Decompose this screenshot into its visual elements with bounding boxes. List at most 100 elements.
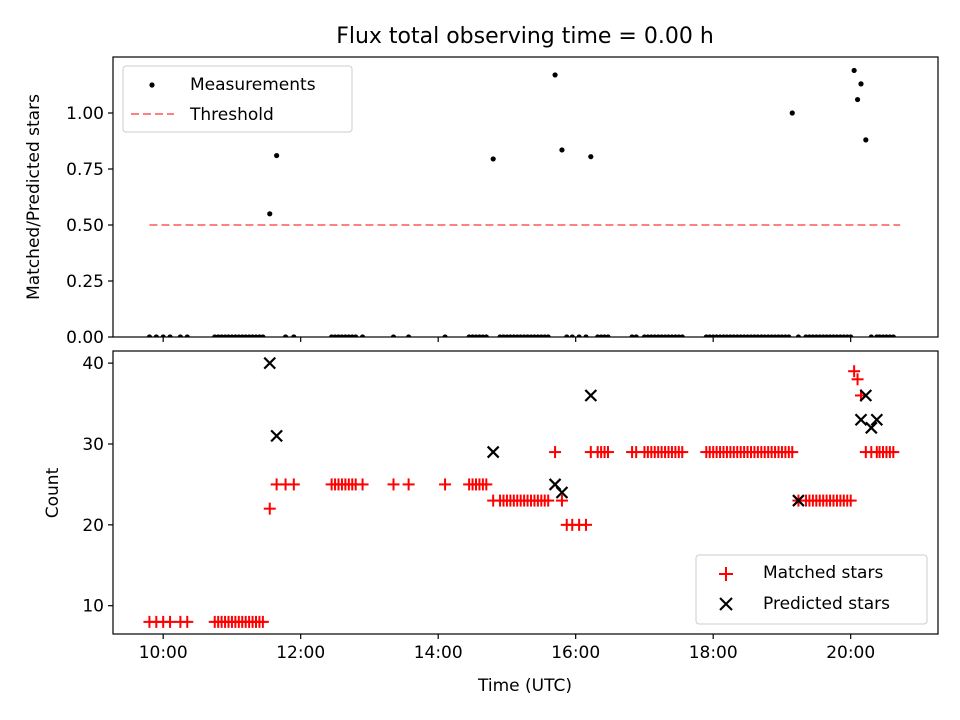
predicted-stars-layer	[263, 356, 884, 507]
bottom-legend-box	[695, 554, 928, 625]
bottom-y-axis-label: Count	[43, 467, 63, 518]
measurement-point	[851, 67, 857, 74]
top-y-tick-label: 0.25	[66, 272, 104, 292]
x-tick-label: 20:00	[826, 643, 875, 663]
legend-threshold-label: Threshold	[189, 105, 274, 125]
measurement-point	[583, 334, 589, 337]
bottom-y-tick-label: 10	[82, 597, 104, 617]
measurement-point	[282, 334, 289, 337]
measurement-point	[789, 110, 795, 116]
top-y-tick-label: 0.75	[66, 160, 104, 180]
measurement-point	[545, 334, 551, 337]
measurement-point	[854, 96, 861, 103]
matched-star-point	[851, 373, 864, 386]
legend-matched-marker	[719, 567, 733, 581]
measurement-points-layer	[146, 67, 896, 337]
matched-star-point	[439, 478, 452, 491]
legend-predicted-marker	[719, 597, 733, 611]
x-tick-label: 10:00	[139, 643, 188, 663]
bottom-x-ticks: 10:00 12:00 14:00 16:00 18:00 20:00	[139, 634, 875, 663]
measurement-point	[274, 152, 280, 159]
matched-star-point	[164, 615, 177, 628]
measurement-point	[633, 334, 639, 337]
predicted-star-point	[263, 356, 277, 370]
bottom-axes-frame	[112, 350, 939, 635]
measurement-point	[177, 334, 183, 337]
top-axes-frame	[112, 56, 939, 338]
predicted-star-point	[792, 494, 805, 507]
matched-star-point	[786, 446, 799, 459]
top-legend: Measurements Threshold	[122, 65, 353, 133]
x-tick-label: 18:00	[689, 643, 738, 663]
bottom-y-tick-label: 30	[82, 435, 104, 455]
top-y-ticks: 0.00 0.25 0.50 0.75 1.00	[66, 104, 113, 348]
measurement-point	[679, 334, 685, 337]
matched-star-point	[287, 478, 300, 491]
measurement-point	[260, 334, 266, 337]
measurement-point	[848, 334, 854, 337]
matched-star-point	[480, 478, 493, 491]
legend-measurements-label: Measurements	[190, 75, 316, 95]
predicted-star-point	[870, 413, 884, 427]
measurement-point	[406, 334, 412, 337]
measurement-point	[291, 334, 297, 337]
measurement-point	[890, 334, 896, 337]
predicted-star-point	[854, 413, 868, 427]
matched-star-point	[549, 446, 562, 459]
measurement-point	[786, 334, 792, 337]
measurement-point	[868, 334, 874, 337]
bottom-y-tick-label: 20	[82, 516, 104, 536]
measurement-point	[490, 156, 496, 162]
measurement-point	[359, 334, 366, 337]
x-tick-label: 16:00	[551, 643, 600, 663]
measurement-point	[184, 334, 190, 337]
measurement-point	[167, 334, 173, 337]
measurement-point	[160, 334, 166, 337]
measurement-point	[576, 334, 582, 337]
measurement-point	[863, 137, 869, 143]
matched-star-point	[555, 494, 568, 507]
matched-star-point	[356, 478, 369, 491]
matched-star-point	[256, 615, 269, 628]
measurement-point	[483, 334, 489, 337]
legend-matched-label: Matched stars	[763, 563, 883, 583]
measurement-point	[552, 72, 558, 78]
legend-predicted-label: Predicted stars	[763, 594, 890, 614]
top-panel: 0.00 0.25 0.50 0.75 1.00 Matched/Predicted s…	[24, 56, 939, 348]
measurement-point	[629, 334, 635, 337]
measurement-point	[588, 154, 594, 160]
measurement-point	[569, 334, 575, 337]
chart-title: Flux total observing time = 0.00 h	[336, 24, 714, 49]
x-tick-label: 12:00	[276, 643, 325, 663]
measurement-point	[146, 334, 153, 337]
matched-star-point	[387, 478, 400, 491]
top-y-tick-label: 0.00	[66, 328, 104, 348]
measurement-point	[153, 334, 159, 337]
top-x-ticks	[162, 337, 852, 342]
bottom-y-tick-label: 40	[82, 354, 104, 374]
predicted-star-point	[486, 445, 500, 459]
measurement-point	[267, 211, 273, 217]
x-tick-label: 14:00	[414, 643, 463, 663]
measurement-point	[605, 334, 611, 337]
matched-star-point	[542, 494, 555, 507]
top-legend-box	[122, 65, 353, 133]
predicted-star-point	[865, 421, 878, 435]
measurement-point	[390, 334, 397, 337]
predicted-star-point	[859, 389, 873, 402]
matched-star-point	[181, 615, 194, 628]
x-axis-label: Time (UTC)	[477, 676, 572, 696]
predicted-star-point	[270, 429, 283, 443]
legend-measurement-marker	[149, 82, 155, 88]
matched-star-point	[887, 446, 900, 459]
matched-star-point	[844, 494, 857, 507]
matched-star-point	[263, 502, 276, 515]
measurement-point	[442, 334, 448, 337]
measurement-point	[559, 147, 565, 153]
matched-star-point	[676, 446, 689, 459]
top-y-tick-label: 0.50	[66, 216, 104, 236]
matched-star-point	[580, 518, 592, 531]
bottom-y-ticks: 10 20 30 40	[82, 354, 113, 617]
